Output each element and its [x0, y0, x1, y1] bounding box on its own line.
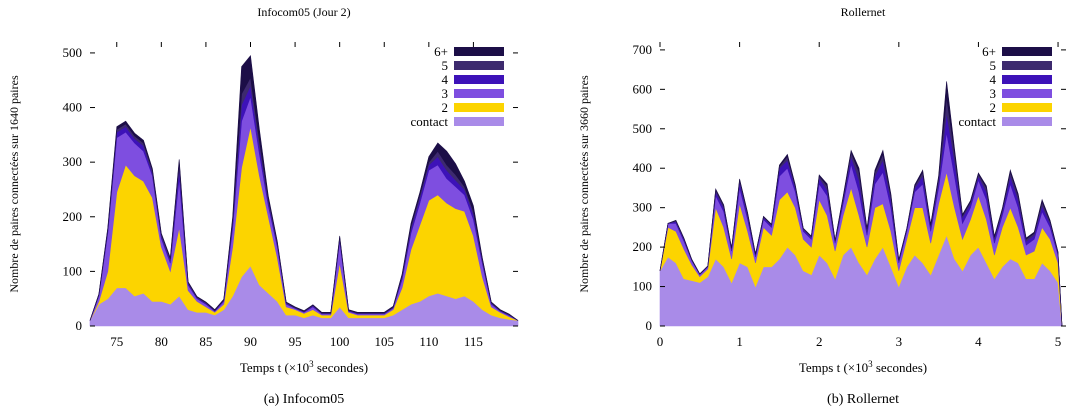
y-tick-label: 400: [63, 100, 83, 115]
x-tick-label: 95: [289, 334, 302, 349]
area-series-2: [89, 126, 519, 321]
legend-swatch-6plus: [454, 47, 504, 56]
y-tick-label: 200: [63, 209, 83, 224]
x-axis-label: Temps t (×103 secondes): [799, 359, 927, 375]
chart-title: Rollernet: [841, 5, 886, 19]
legend-swatch-3: [1002, 89, 1052, 98]
x-tick-label: 5: [1055, 334, 1062, 349]
y-tick-label: 0: [76, 318, 83, 333]
legend-label: 6+: [434, 44, 448, 59]
x-tick-label: 100: [330, 334, 350, 349]
x-tick-label: 1: [736, 334, 743, 349]
legend-swatch-2: [454, 103, 504, 112]
y-tick-label: 700: [633, 42, 653, 57]
x-tick-label: 85: [199, 334, 212, 349]
y-tick-label: 300: [633, 200, 653, 215]
chart-a: Infocom05 (Jour 2) 0 100 200 300 400 500 75 80 85…: [7, 5, 519, 375]
y-axis-label: Nombre de paires connectées sur 1640 pai…: [7, 75, 21, 293]
x-tick-label: 75: [110, 334, 123, 349]
legend-swatch-4: [454, 75, 504, 84]
y-tick-label: 600: [633, 81, 653, 96]
legend-label: 5: [442, 58, 449, 73]
y-tick-label: 100: [63, 263, 83, 278]
caption-a: (a) Infocom05: [263, 392, 345, 407]
y-axis-label: Nombre de paires connectées sur 3660 pai…: [577, 75, 591, 293]
x-tick-label: 90: [244, 334, 257, 349]
legend-label: 4: [990, 72, 997, 87]
legend-swatch-3: [454, 89, 504, 98]
legend-label: 3: [990, 86, 997, 101]
y-tick-label: 500: [633, 121, 653, 136]
legend-swatch-contact: [454, 117, 504, 126]
caption-b: (b) Rollernet: [827, 392, 899, 407]
legend-label: 3: [442, 86, 449, 101]
legend-swatch-5: [454, 61, 504, 70]
y-tick-label: 500: [63, 45, 83, 60]
x-axis-label: Temps t (×103 secondes): [240, 359, 368, 375]
x-tick-label: 2: [816, 334, 823, 349]
area-series-6plus: [89, 54, 519, 321]
x-tick-label: 4: [975, 334, 982, 349]
x-tick-label: 3: [896, 334, 903, 349]
y-tick-label: 0: [646, 318, 653, 333]
y-tick-label: 300: [63, 154, 83, 169]
x-tick-label: 110: [419, 334, 438, 349]
legend-label: 2: [442, 100, 449, 115]
legend-swatch-5: [1002, 61, 1052, 70]
y-tick-label: 400: [633, 160, 653, 175]
legend-label: 4: [442, 72, 449, 87]
legend-swatch-4: [1002, 75, 1052, 84]
legend-label: contact: [410, 114, 448, 129]
x-tick-label: 115: [464, 334, 483, 349]
x-tick-label: 80: [155, 334, 168, 349]
legend-label: 5: [990, 58, 997, 73]
x-tick-label: 105: [375, 334, 395, 349]
legend-label: 2: [990, 100, 997, 115]
legend-swatch-2: [1002, 103, 1052, 112]
x-tick-label: 0: [657, 334, 664, 349]
legend-label: 6+: [982, 44, 996, 59]
y-tick-label: 200: [633, 239, 653, 254]
chart-title: Infocom05 (Jour 2): [257, 5, 350, 19]
legend-swatch-contact: [1002, 117, 1052, 126]
legend-label: contact: [958, 114, 996, 129]
y-tick-label: 100: [633, 279, 653, 294]
legend-swatch-6plus: [1002, 47, 1052, 56]
